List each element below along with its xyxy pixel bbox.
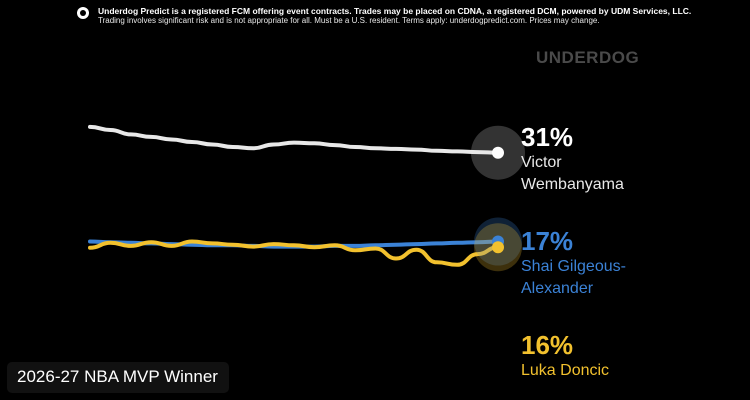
label-sga: 17% Shai Gilgeous- Alexander <box>521 226 626 300</box>
percent-label-wembanyama: 31% <box>521 122 574 152</box>
player-name-line-1: Shai Gilgeous- <box>521 258 626 275</box>
disclaimer-line-2: Trading involves significant risk and is… <box>98 16 600 25</box>
percent-label-doncic: 16% <box>521 330 574 360</box>
brand-logo-icon <box>77 7 89 19</box>
player-name-line-2: Wembanyama <box>521 176 624 193</box>
chart-title: 2026-27 NBA MVP Winner <box>7 362 229 393</box>
label-wembanyama: 31% Victor Wembanyama <box>521 122 624 196</box>
disclaimer-line-1: Underdog Predict is a registered FCM off… <box>98 6 692 16</box>
player-name-line-1: Luka Doncic <box>521 362 610 379</box>
series-line-wembanyama <box>88 124 500 155</box>
label-doncic: 16% Luka Doncic <box>521 330 609 382</box>
disclaimer-banner: Underdog Predict is a registered FCM off… <box>0 0 750 34</box>
brand-watermark: UNDERDOG <box>536 48 640 67</box>
endpoint-dot-doncic <box>492 241 504 254</box>
percent-label-sga: 17% <box>521 226 574 256</box>
player-name-line-2: Alexander <box>521 280 594 297</box>
player-name-line-1: Victor <box>521 154 562 171</box>
endpoint-dot-wembanyama <box>492 146 504 159</box>
series-line-doncic <box>88 239 500 267</box>
